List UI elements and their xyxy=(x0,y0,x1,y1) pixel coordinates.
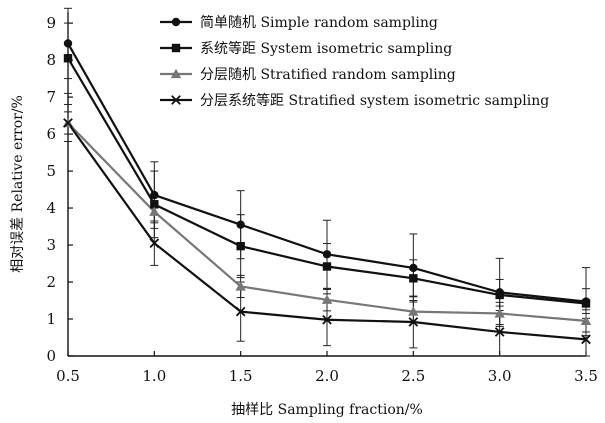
data-point-s1-p1 xyxy=(63,39,73,48)
data-point-s3-p6 xyxy=(494,308,505,318)
data-point-s4-p2 xyxy=(149,238,160,249)
legend-marker xyxy=(171,95,181,105)
marker-stroke xyxy=(322,314,332,325)
marker-stroke xyxy=(494,327,505,337)
data-point-s2-p4 xyxy=(322,262,332,271)
data-point-s1-p3 xyxy=(236,220,245,229)
x-axis-title: 抽样比 Sampling fraction/% xyxy=(231,402,423,418)
legend-label: 分层系统等距 Stratified system isometric sampl… xyxy=(200,92,549,109)
legend: 简单随机 Simple random sampling 系统等距 System i… xyxy=(160,14,549,109)
data-point-s4-p5 xyxy=(408,317,419,327)
legend-marker xyxy=(170,68,182,79)
data-point-s3-p3 xyxy=(235,281,246,291)
data-point-s1-p2 xyxy=(150,190,159,200)
legend-marker xyxy=(171,43,181,53)
marker-stroke xyxy=(171,95,181,105)
y-tick-label: 6 xyxy=(46,125,56,143)
y-tick-label: 5 xyxy=(46,162,56,180)
data-point-s2-p6 xyxy=(495,290,504,300)
y-axis-title: 相对误差 Relative error/% xyxy=(10,95,26,273)
data-point-s3-p7 xyxy=(580,315,592,326)
legend-entry-2: 系统等距 System isometric sampling xyxy=(160,40,452,57)
data-point-s2-p5 xyxy=(409,274,418,283)
x-ticks: 0.5 1.0 1.5 2.0 2.5 3.0 3.5 xyxy=(56,351,598,385)
x-tick-label: 3.0 xyxy=(488,367,512,385)
x-tick-label: 0.5 xyxy=(56,367,80,385)
legend-entry-3: 分层随机 Stratified random sampling xyxy=(160,67,456,83)
data-point-s4-p1 xyxy=(63,118,73,128)
data-point-s4-p7 xyxy=(581,334,591,345)
x-tick-label: 1.5 xyxy=(229,367,253,385)
y-tick-label: 0 xyxy=(46,347,56,365)
y-tick-label: 7 xyxy=(46,88,56,106)
marker-stroke xyxy=(63,118,73,128)
marker-stroke xyxy=(581,334,591,345)
data-point-s3-p5 xyxy=(408,306,419,316)
data-point-s4-p4 xyxy=(322,314,332,325)
x-tick-label: 2.0 xyxy=(315,367,339,385)
marker-stroke xyxy=(149,238,160,249)
legend-entry-1: 简单随机 Simple random sampling xyxy=(160,14,438,31)
legend-entry-4: 分层系统等距 Stratified system isometric sampl… xyxy=(160,92,549,109)
data-point-s2-p7 xyxy=(581,299,591,308)
data-point-s1-p5 xyxy=(409,263,418,273)
legend-label: 分层随机 Stratified random sampling xyxy=(200,67,456,83)
legend-marker xyxy=(171,17,181,27)
data-point-s3-p4 xyxy=(321,294,333,304)
x-tick-label: 1.0 xyxy=(142,367,166,385)
data-point-s2-p2 xyxy=(150,200,159,209)
data-point-s2-p1 xyxy=(63,54,73,63)
marker-stroke xyxy=(235,306,246,317)
data-point-s2-p3 xyxy=(236,241,245,251)
y-tick-label: 2 xyxy=(46,273,56,291)
x-tick-label: 2.5 xyxy=(401,367,425,385)
x-tick-label: 3.5 xyxy=(574,367,598,385)
data-point-s3-p2 xyxy=(149,206,160,216)
data-point-s1-p4 xyxy=(322,250,332,259)
y-tick-label: 1 xyxy=(46,310,56,328)
y-tick-label: 9 xyxy=(46,14,56,32)
data-point-s4-p3 xyxy=(235,306,246,317)
legend-label: 简单随机 Simple random sampling xyxy=(200,14,438,31)
legend-label: 系统等距 System isometric sampling xyxy=(200,40,452,57)
data-point-s4-p6 xyxy=(494,327,505,337)
y-tick-label: 3 xyxy=(46,236,56,254)
series-markers xyxy=(62,39,592,345)
y-tick-label: 4 xyxy=(46,199,56,217)
y-tick-label: 8 xyxy=(46,51,56,69)
marker-stroke xyxy=(408,317,419,327)
y-ticks: 0 1 2 3 4 5 6 7 8 9 xyxy=(46,14,73,365)
